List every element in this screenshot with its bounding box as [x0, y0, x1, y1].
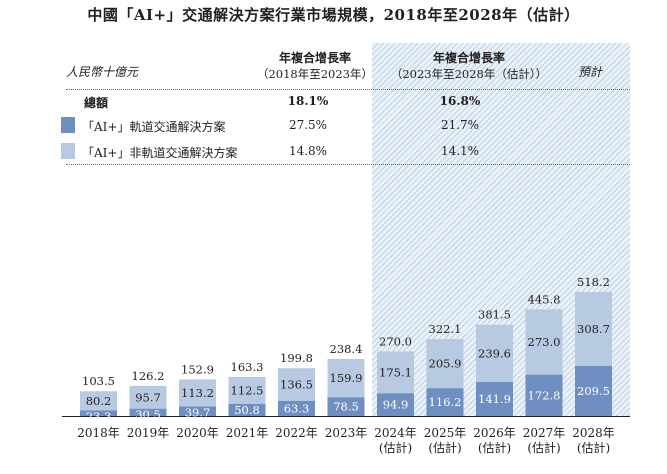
cagr-header-historical-title: 年複合增長率 [278, 51, 351, 65]
bar-nonrail-segment [426, 338, 464, 389]
data-label-nonrail: 113.2 [181, 386, 214, 400]
data-label-rail: 39.7 [185, 406, 211, 420]
bar-rail-segment [129, 408, 167, 416]
row-label-rail: 「AI+」軌道交通解決方案 [82, 120, 226, 134]
x-tick-label: 2018年 [77, 426, 120, 440]
bar-nonrail-segment [278, 368, 315, 401]
data-label-total: 445.8 [528, 292, 561, 306]
data-label-nonrail: 159.9 [330, 371, 363, 385]
data-label-nonrail: 273.0 [528, 335, 561, 349]
cagr-nonrail-forecast: 14.1% [440, 144, 480, 158]
row-label-nonrail: 「AI+」非軌道交通解決方案 [82, 146, 238, 160]
x-tick-label: (估計) [379, 440, 412, 455]
cagr-rail-historical: 27.5% [288, 118, 328, 132]
cagr-total-historical: 18.1% [287, 94, 329, 108]
data-label-rail: 116.2 [429, 395, 462, 409]
data-label-total: 518.2 [577, 275, 610, 289]
data-label-rail: 63.3 [284, 401, 310, 415]
data-label-total: 270.0 [379, 334, 412, 348]
table-divider-top [66, 89, 630, 90]
data-label-total: 152.9 [181, 362, 214, 376]
bar-nonrail-segment [327, 358, 365, 398]
bar-nonrail-segment [525, 309, 563, 375]
x-tick-label: 2028年 [572, 426, 615, 440]
bar-rail-segment [476, 382, 513, 416]
data-label-rail: 94.9 [383, 398, 409, 412]
x-tick-label: 2019年 [127, 426, 170, 440]
x-tick-label: 2026年 [473, 426, 516, 440]
data-label-total: 322.1 [429, 322, 462, 336]
chart-title: 中國「AI+」交通解決方案行業市場規模，2018年至2028年（估計） [87, 6, 580, 24]
data-label-rail: 30.5 [135, 408, 161, 422]
cagr-total-forecast: 16.8% [439, 94, 481, 108]
data-label-nonrail: 95.7 [135, 390, 161, 404]
bar-nonrail-segment [179, 379, 216, 407]
legend-swatch-rail [61, 117, 75, 133]
cagr-rail-forecast: 21.7% [440, 118, 480, 132]
data-label-nonrail: 136.5 [280, 378, 313, 392]
bar-rail-segment [426, 388, 464, 416]
data-label-total: 103.5 [82, 374, 115, 388]
data-label-rail: 78.5 [333, 400, 359, 414]
x-tick-label: 2022年 [275, 426, 318, 440]
x-tick-label: (估計) [428, 440, 461, 455]
x-tick-label: (估計) [527, 440, 560, 455]
data-label-nonrail: 205.9 [429, 357, 462, 371]
row-label-total: 總額 [84, 96, 109, 110]
bar-rail-segment [228, 403, 266, 416]
bar-rail-segment [179, 406, 216, 416]
cagr-nonrail-historical: 14.8% [288, 144, 328, 158]
bar-rail-segment [575, 365, 612, 416]
cagr-header-historical-period: （2018年至2023年） [256, 67, 374, 81]
data-label-total: 126.2 [132, 369, 165, 383]
x-tick-label: 2020年 [176, 426, 219, 440]
x-tick-label: 2025年 [424, 426, 467, 440]
x-tick-label: (估計) [478, 440, 511, 455]
x-tick-label: 2023年 [325, 426, 368, 440]
bar-rail-segment [278, 400, 315, 416]
forecast-label: 預計 [578, 65, 603, 79]
cagr-header-forecast-title: 年複合增長率 [432, 51, 505, 65]
bar-nonrail-segment [575, 292, 612, 366]
bar-nonrail-segment [377, 351, 414, 394]
data-label-nonrail: 175.1 [379, 365, 412, 379]
data-label-total: 199.8 [280, 351, 313, 365]
cagr-header-forecast: 年複合增長率 （2023年至2028年（估計）） [374, 50, 564, 82]
data-label-total: 238.4 [330, 342, 363, 356]
bar-rail-segment [80, 410, 117, 416]
data-label-rail: 50.8 [234, 403, 260, 417]
cagr-header-historical: 年複合增長率 （2018年至2023年） [250, 50, 380, 82]
data-label-rail: 209.5 [577, 384, 610, 398]
bar-nonrail-segment [129, 385, 167, 409]
x-tick-label: 2021年 [226, 426, 269, 440]
data-label-rail: 172.8 [528, 388, 561, 402]
bar-rail-segment [327, 397, 365, 416]
data-label-total: 381.5 [478, 308, 511, 322]
table-divider-bottom [66, 164, 630, 165]
data-label-total: 163.3 [231, 360, 264, 374]
x-tick-label: (估計) [577, 440, 610, 455]
data-label-nonrail: 80.2 [86, 394, 112, 408]
x-tick-label: 2027年 [523, 426, 566, 440]
bar-rail-segment [377, 393, 414, 416]
data-label-nonrail: 239.6 [478, 346, 511, 360]
data-label-rail: 23.3 [86, 409, 112, 423]
bar-nonrail-segment [80, 391, 117, 411]
cagr-header-forecast-period: （2023年至2028年（估計）） [390, 67, 548, 81]
data-label-rail: 141.9 [478, 392, 511, 406]
x-tick-label: 2024年 [374, 426, 417, 440]
bar-nonrail-segment [228, 376, 266, 404]
data-label-nonrail: 308.7 [577, 322, 610, 336]
legend-swatch-nonrail [61, 143, 75, 159]
bar-rail-segment [525, 374, 563, 416]
bar-nonrail-segment [476, 324, 513, 383]
unit-label: 人民幣十億元 [66, 65, 139, 79]
data-label-nonrail: 112.5 [231, 383, 264, 397]
